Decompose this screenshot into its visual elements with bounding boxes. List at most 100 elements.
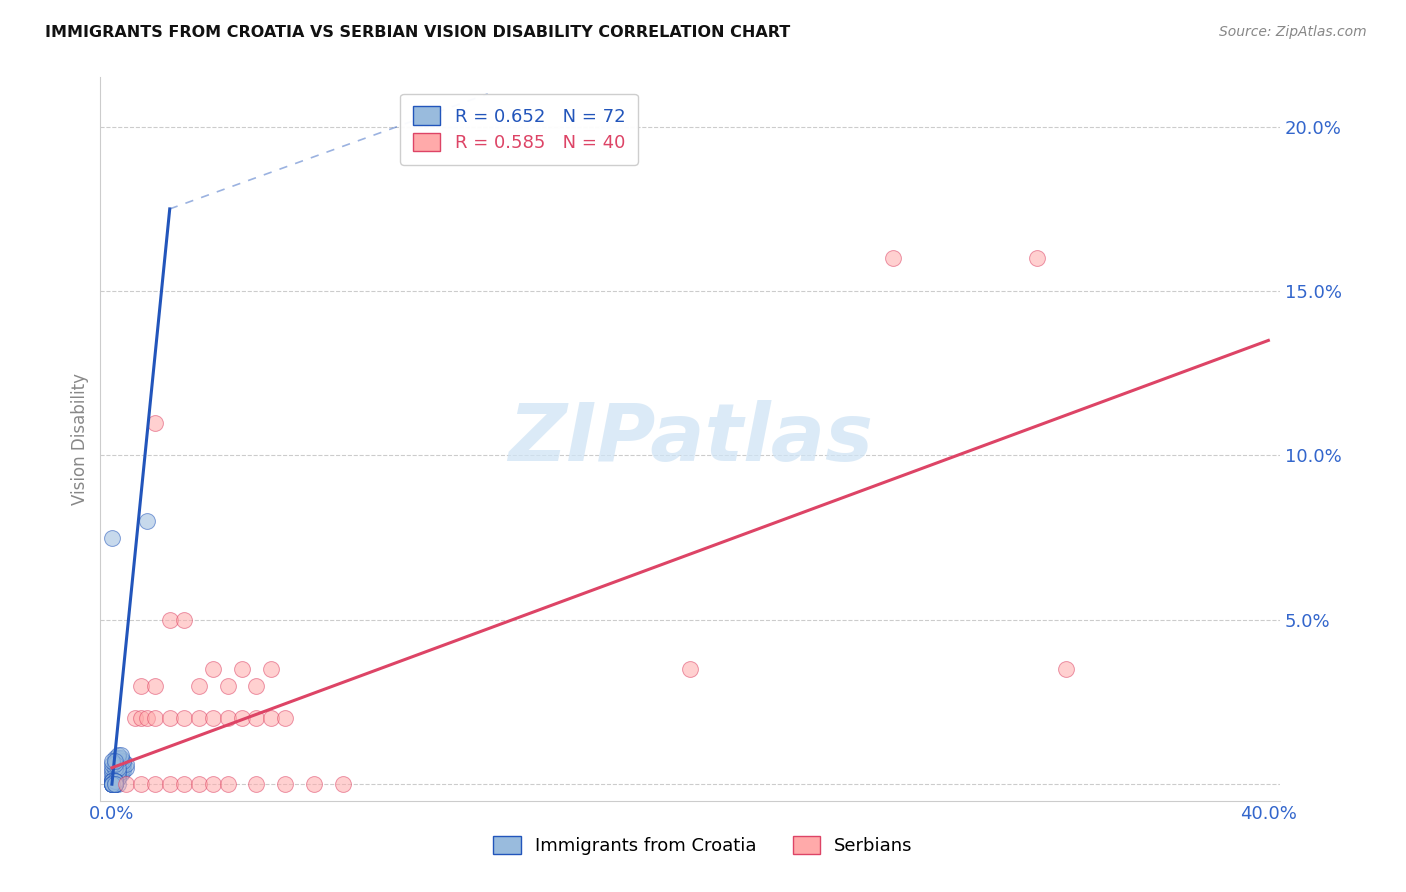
Point	[187, 679, 209, 693]
Point	[202, 662, 225, 676]
Point	[112, 761, 135, 775]
Point	[104, 757, 127, 772]
Point	[107, 761, 129, 775]
Point	[101, 761, 124, 775]
Point	[101, 777, 124, 791]
Point	[104, 761, 127, 775]
Point	[231, 711, 253, 725]
Point	[135, 514, 157, 528]
Point	[104, 773, 127, 788]
Point	[101, 764, 124, 778]
Point	[101, 771, 124, 785]
Point	[101, 777, 124, 791]
Point	[882, 252, 904, 266]
Point	[104, 757, 127, 772]
Point	[104, 767, 127, 781]
Point	[274, 777, 297, 791]
Point	[104, 773, 127, 788]
Point	[143, 679, 166, 693]
Point	[107, 751, 129, 765]
Legend: Immigrants from Croatia, Serbians: Immigrants from Croatia, Serbians	[479, 822, 927, 870]
Text: IMMIGRANTS FROM CROATIA VS SERBIAN VISION DISABILITY CORRELATION CHART: IMMIGRANTS FROM CROATIA VS SERBIAN VISIO…	[45, 25, 790, 40]
Point	[101, 757, 124, 772]
Point	[107, 761, 129, 775]
Point	[129, 711, 152, 725]
Point	[101, 777, 124, 791]
Point	[187, 711, 209, 725]
Point	[101, 767, 124, 781]
Point	[101, 777, 124, 791]
Point	[104, 764, 127, 778]
Y-axis label: Vision Disability: Vision Disability	[72, 373, 89, 505]
Point	[217, 777, 239, 791]
Point	[159, 613, 181, 627]
Point	[245, 711, 267, 725]
Point	[112, 764, 135, 778]
Point	[143, 777, 166, 791]
Point	[274, 711, 297, 725]
Point	[124, 711, 146, 725]
Point	[104, 777, 127, 791]
Point	[217, 679, 239, 693]
Point	[187, 777, 209, 791]
Point	[107, 767, 129, 781]
Point	[107, 767, 129, 781]
Point	[679, 662, 702, 676]
Point	[104, 773, 127, 788]
Point	[217, 711, 239, 725]
Point	[107, 757, 129, 772]
Point	[110, 754, 132, 768]
Point	[104, 777, 127, 791]
Point	[101, 773, 124, 788]
Text: Source: ZipAtlas.com: Source: ZipAtlas.com	[1219, 25, 1367, 39]
Point	[173, 711, 195, 725]
Point	[101, 773, 124, 788]
Point	[104, 767, 127, 781]
Point	[104, 773, 127, 788]
Point	[135, 711, 157, 725]
Point	[107, 771, 129, 785]
Point	[110, 751, 132, 765]
Point	[202, 777, 225, 791]
Point	[112, 754, 135, 768]
Point	[110, 761, 132, 775]
Point	[129, 777, 152, 791]
Point	[104, 773, 127, 788]
Point	[110, 757, 132, 772]
Point	[1054, 662, 1077, 676]
Point	[107, 754, 129, 768]
Point	[104, 777, 127, 791]
Point	[245, 679, 267, 693]
Point	[110, 747, 132, 762]
Point	[143, 711, 166, 725]
Point	[101, 777, 124, 791]
Point	[202, 711, 225, 725]
Point	[304, 777, 326, 791]
Point	[104, 777, 127, 791]
Point	[260, 711, 283, 725]
Legend: R = 0.652   N = 72, R = 0.585   N = 40: R = 0.652 N = 72, R = 0.585 N = 40	[401, 94, 638, 165]
Point	[159, 777, 181, 791]
Point	[107, 771, 129, 785]
Point	[104, 751, 127, 765]
Point	[101, 777, 124, 791]
Point	[1026, 252, 1049, 266]
Point	[104, 773, 127, 788]
Point	[110, 764, 132, 778]
Point	[101, 777, 124, 791]
Point	[101, 773, 124, 788]
Point	[101, 773, 124, 788]
Point	[104, 771, 127, 785]
Point	[115, 761, 138, 775]
Point	[104, 777, 127, 791]
Point	[101, 754, 124, 768]
Point	[159, 711, 181, 725]
Point	[107, 764, 129, 778]
Point	[115, 757, 138, 772]
Point	[104, 777, 127, 791]
Point	[104, 754, 127, 768]
Point	[112, 757, 135, 772]
Point	[107, 747, 129, 762]
Point	[101, 531, 124, 545]
Point	[104, 754, 127, 768]
